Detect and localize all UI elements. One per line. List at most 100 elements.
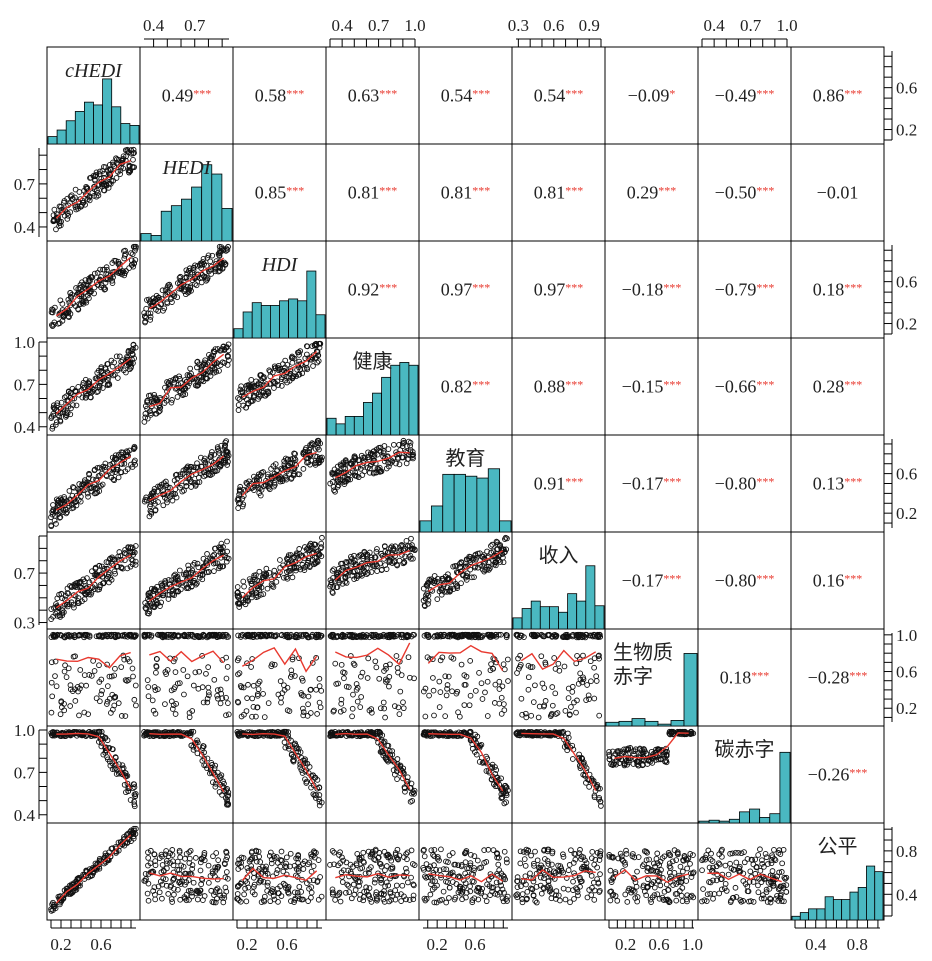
scatter-point	[91, 183, 97, 190]
correlation-r1-c7: −0.50***	[715, 183, 775, 203]
scatter-point	[128, 348, 135, 355]
scatter-point	[407, 439, 414, 446]
histogram-bar-health-1	[335, 423, 346, 436]
scatter-point	[208, 452, 215, 458]
panel-r6-c5	[511, 628, 606, 727]
scatter-point	[75, 486, 82, 493]
histogram-bar-biodeficit-6	[683, 653, 698, 727]
scatter-point	[130, 146, 137, 153]
scatter-point	[204, 361, 210, 367]
histogram-bar-equity-1	[799, 912, 809, 921]
scatter-point	[301, 448, 308, 455]
scatter-point	[221, 459, 227, 466]
scatter-point	[268, 475, 275, 482]
histogram-bar-education-7	[499, 520, 512, 533]
scatter-point	[399, 440, 406, 447]
scatter-point	[99, 168, 106, 174]
correlation-r6-c8: −0.28***	[808, 668, 868, 688]
correlation-r5-c7: −0.80***	[715, 571, 775, 591]
scatter-point	[308, 441, 315, 448]
scatter-point	[76, 291, 83, 297]
histogram-bar-education-1	[430, 505, 444, 533]
scatter-point	[60, 409, 66, 416]
scatter-point	[183, 479, 189, 486]
scatter-point	[91, 290, 97, 297]
panel-r0-c2	[232, 46, 327, 145]
scatter-point	[111, 257, 118, 264]
scatter-point	[217, 362, 224, 368]
variable-label-equity: 公平	[818, 836, 858, 858]
scatter-point	[184, 464, 190, 471]
histogram-bar-education-2	[442, 473, 455, 533]
variable-label-HDI: HDI	[261, 254, 299, 276]
scatter-point	[218, 245, 225, 252]
histogram-bar-cHEDI-0	[47, 136, 58, 145]
scatter-point	[118, 164, 124, 171]
scatter-point	[147, 299, 153, 306]
scatter-point	[86, 378, 93, 385]
scatter-point	[52, 304, 58, 311]
scatter-point	[371, 457, 378, 464]
correlation-r0-c4: 0.54***	[441, 86, 491, 106]
scatter-point	[147, 503, 153, 510]
scatter-point	[274, 378, 281, 385]
scatter-point	[223, 448, 230, 455]
scatter-point	[101, 266, 108, 273]
scatter-point	[115, 474, 122, 481]
scatter-point	[388, 457, 394, 464]
scatter-point	[58, 399, 65, 406]
correlation-r0-c5: 0.54***	[534, 86, 584, 106]
correlation-r0-c7: −0.49***	[715, 86, 775, 106]
scatter-point	[211, 451, 217, 458]
scatter-point	[70, 484, 76, 490]
scatter-point	[208, 353, 215, 360]
correlation-r0-c1: 0.49***	[162, 86, 212, 106]
scatter-point	[287, 371, 294, 378]
scatter-point	[131, 445, 138, 451]
scatter-point	[147, 408, 153, 415]
scatter-point	[172, 385, 179, 392]
scatter-point	[64, 210, 71, 217]
scatter-point	[61, 496, 68, 502]
smooth-line-r3-c0	[55, 357, 132, 415]
smooth-line-r4-c0	[55, 455, 132, 511]
scatter-point	[97, 168, 103, 175]
scatter-point	[109, 277, 115, 284]
scatter-point	[104, 377, 111, 384]
correlation-r1-c5: 0.81***	[534, 183, 584, 203]
scatter-point	[86, 471, 93, 478]
scatter-point	[95, 190, 101, 196]
scatter-point	[105, 375, 112, 381]
scatter-point	[245, 400, 251, 406]
histogram-bar-health-4	[362, 402, 373, 436]
scatter-point	[59, 317, 66, 324]
scatter-point	[131, 260, 138, 266]
scatter-panel-r1-c0	[50, 146, 138, 233]
scatter-point	[296, 471, 303, 478]
scatter-point	[235, 395, 241, 401]
scatter-point	[265, 483, 271, 490]
scatter-point	[96, 382, 103, 389]
scatter-point	[148, 510, 155, 517]
scatter-point	[131, 445, 137, 452]
variable-label-education: 教育	[446, 447, 486, 470]
correlation-r7-c8: −0.26***	[808, 765, 868, 785]
panel-r3-c7	[697, 337, 792, 436]
scatter-point	[122, 251, 129, 257]
panel-r6-c7	[697, 628, 792, 727]
panel-r0-c4	[418, 46, 513, 145]
panel-r1-c2	[232, 143, 327, 242]
scatter-point	[202, 274, 209, 281]
scatter-point	[80, 300, 87, 307]
smooth-line-r4-c1	[149, 455, 225, 502]
scatter-point	[211, 369, 217, 376]
variable-label-income: 收入	[539, 544, 579, 567]
correlation-r1-c3: 0.81***	[348, 183, 398, 203]
scatter-point	[218, 260, 225, 266]
scatter-point	[297, 366, 304, 373]
scatter-point	[342, 478, 348, 485]
histogram-bar-education-6	[487, 468, 501, 533]
scatter-point	[183, 467, 190, 473]
scatter-point	[165, 488, 171, 495]
